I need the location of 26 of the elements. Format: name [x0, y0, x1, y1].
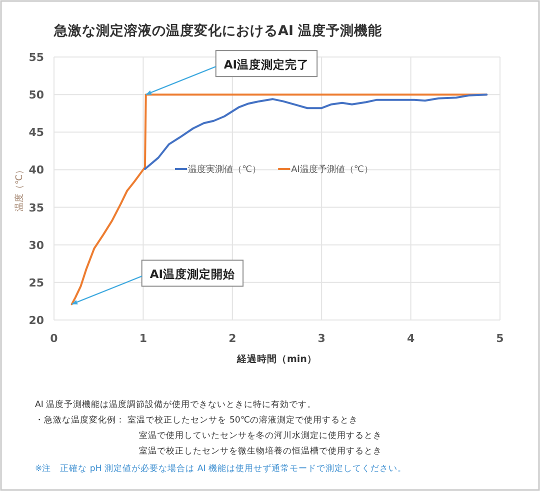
- text: AI 温度予測機能は温度調節設備が使用できないときに特に有効です。: [35, 399, 316, 410]
- y-tick-label: 35: [28, 201, 44, 214]
- x-tick-label: 0: [50, 332, 58, 345]
- text: ※注 正確な pH 測定値が必要な場合は AI 機能は使用せず通常モードで測定してください。: [35, 463, 406, 474]
- text: 室温で使用していたセンサを冬の河川水測定に使用するとき: [139, 430, 382, 441]
- y-tick-label: 20: [28, 314, 44, 327]
- legend-label: 温度実測値（℃）: [188, 164, 262, 175]
- x-tick-label: 3: [318, 332, 326, 345]
- x-tick-label: 1: [139, 332, 148, 345]
- y-tick-label: 25: [28, 276, 44, 290]
- y-tick-label: 30: [28, 238, 44, 252]
- annotation: AI温度測定開始: [150, 267, 236, 282]
- y-axis-title: 温度（℃）: [14, 165, 25, 212]
- x-axis-title: 経過時間（min）: [236, 353, 317, 365]
- y-tick-label: 55: [28, 51, 44, 64]
- y-tick-label: 40: [28, 164, 44, 177]
- x-tick-label: 5: [496, 332, 504, 345]
- text: ・急激な温度変化例： 室温で校正したセンサを 50℃の溶液測定で使用するとき: [35, 414, 358, 426]
- x-tick-label: 4: [406, 332, 415, 345]
- x-tick-label: 2: [228, 332, 236, 345]
- legend-label: AI温度予測値（℃）: [291, 164, 374, 175]
- y-tick-label: 50: [28, 88, 44, 102]
- chart-title: 急激な測定溶液の温度変化におけるAI 温度予測機能: [53, 22, 382, 39]
- annotation: AI温度測定完了: [224, 58, 310, 72]
- y-tick-label: 45: [28, 126, 44, 140]
- text: 室温で校正したセンサを微生物培養の恒温槽で使用するとき: [139, 446, 382, 456]
